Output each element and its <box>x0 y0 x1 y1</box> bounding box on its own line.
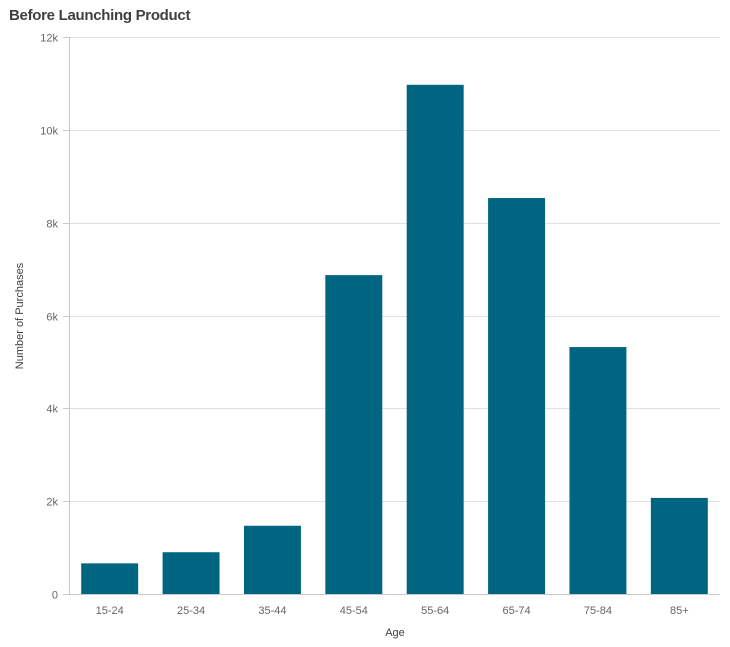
bar-55-64[interactable] <box>406 84 464 594</box>
bar-15-24[interactable] <box>81 563 139 594</box>
x-tick-label: 35-44 <box>258 605 286 617</box>
x-axis-label: Age <box>385 627 405 639</box>
y-tick-label: 10k <box>40 126 58 138</box>
x-tick-label: 75-84 <box>584 605 612 617</box>
bars <box>81 84 708 594</box>
y-axis-ticks: 0 2k 4k 6k 8k 10k 12k <box>40 33 69 602</box>
bar-25-34[interactable] <box>162 552 220 594</box>
x-axis-ticks: 15-24 25-34 35-44 45-54 55-64 65-74 75-84 85+ <box>96 605 689 617</box>
x-tick-label: 15-24 <box>96 605 124 617</box>
x-tick-label: 45-54 <box>340 605 368 617</box>
y-tick-label: 12k <box>40 33 58 45</box>
bar-45-54[interactable] <box>325 275 383 594</box>
x-tick-label: 25-34 <box>177 605 205 617</box>
x-tick-label: 55-64 <box>421 605 449 617</box>
x-tick-label: 85+ <box>670 605 689 617</box>
bar-75-84[interactable] <box>569 347 627 594</box>
bar-35-44[interactable] <box>243 525 301 594</box>
y-tick-label: 2k <box>46 497 58 509</box>
chart-title: Before Launching Product <box>9 7 191 24</box>
y-tick-label: 0 <box>52 590 58 602</box>
y-tick-label: 6k <box>46 312 58 324</box>
y-tick-label: 8k <box>46 219 58 231</box>
bar-85+[interactable] <box>650 497 708 594</box>
x-tick-label: 65-74 <box>502 605 530 617</box>
bar-65-74[interactable] <box>488 198 546 594</box>
y-tick-label: 4k <box>46 404 58 416</box>
